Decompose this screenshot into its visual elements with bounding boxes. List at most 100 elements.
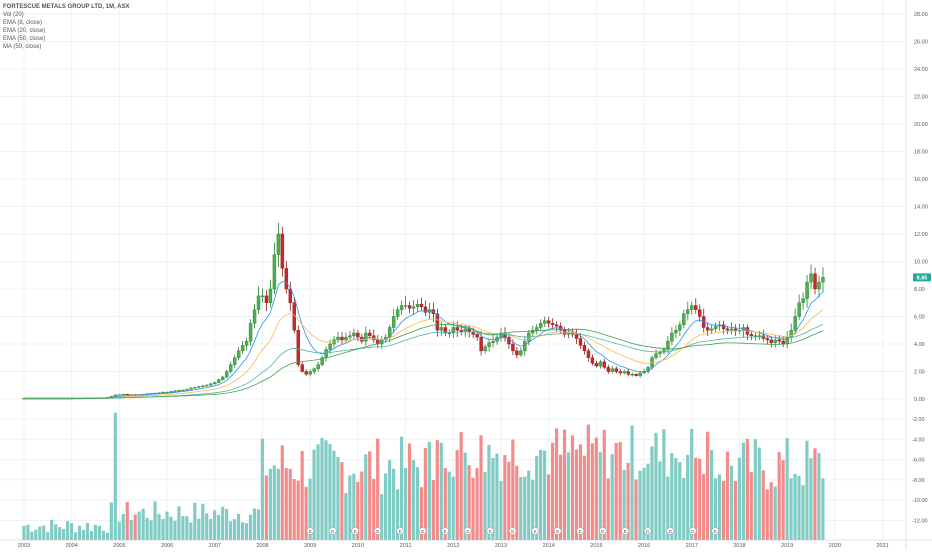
volume-bar[interactable]	[535, 455, 539, 540]
candle-body[interactable]	[324, 349, 328, 358]
candle-body[interactable]	[721, 324, 726, 330]
event-marker[interactable]	[441, 527, 450, 535]
volume-bar[interactable]	[38, 526, 42, 540]
volume-bar[interactable]	[173, 520, 177, 540]
volume-bar[interactable]	[399, 436, 404, 540]
candle-body[interactable]	[368, 332, 372, 336]
event-marker[interactable]	[666, 527, 675, 535]
volume-bar[interactable]	[777, 452, 781, 540]
candle-body[interactable]	[713, 325, 718, 330]
volume-bar[interactable]	[578, 444, 582, 540]
candle-body[interactable]	[694, 305, 698, 310]
volume-bar[interactable]	[225, 509, 229, 540]
candle-body[interactable]	[654, 353, 658, 358]
volume-bar[interactable]	[769, 482, 773, 540]
volume-bar[interactable]	[328, 444, 332, 540]
volume-bar[interactable]	[757, 447, 761, 540]
volume-bar[interactable]	[292, 479, 296, 540]
candle-body[interactable]	[336, 336, 340, 341]
volume-bar[interactable]	[626, 463, 630, 540]
candle-body[interactable]	[225, 371, 229, 378]
volume-bar[interactable]	[161, 518, 165, 540]
candle-body[interactable]	[487, 342, 491, 347]
volume-bar[interactable]	[586, 424, 590, 540]
volume-bar[interactable]	[197, 518, 201, 540]
volume-bar[interactable]	[813, 448, 817, 540]
volume-bar[interactable]	[729, 465, 734, 540]
candle-body[interactable]	[678, 324, 682, 331]
candle-body[interactable]	[201, 385, 205, 387]
volume-bar[interactable]	[642, 467, 646, 540]
volume-bar[interactable]	[809, 458, 813, 540]
volume-bar[interactable]	[288, 468, 292, 540]
legend-ma50[interactable]: MA (50, close)	[3, 44, 42, 50]
volume-bar[interactable]	[594, 437, 598, 540]
volume-bar[interactable]	[443, 468, 447, 540]
candle-body[interactable]	[606, 367, 611, 372]
volume-bar[interactable]	[46, 532, 50, 540]
candle-body[interactable]	[439, 327, 444, 331]
volume-bar[interactable]	[606, 478, 610, 540]
volume-bar[interactable]	[296, 480, 300, 540]
volume-bar[interactable]	[511, 439, 515, 540]
volume-bar[interactable]	[507, 461, 511, 540]
volume-bar[interactable]	[193, 502, 197, 540]
volume-bar[interactable]	[403, 467, 408, 540]
volume-bar[interactable]	[205, 513, 209, 540]
candle-body[interactable]	[666, 341, 670, 350]
candle-body[interactable]	[185, 389, 189, 391]
volume-bar[interactable]	[610, 454, 614, 540]
volume-bar[interactable]	[232, 519, 237, 540]
volume-bar[interactable]	[312, 449, 316, 540]
volume-bar[interactable]	[248, 514, 253, 540]
volume-bar[interactable]	[674, 457, 678, 540]
candle-body[interactable]	[304, 371, 308, 375]
candle-body[interactable]	[268, 288, 273, 303]
volume-bar[interactable]	[463, 452, 467, 540]
volume-bar[interactable]	[713, 478, 718, 540]
volume-bar[interactable]	[145, 517, 149, 540]
volume-bar[interactable]	[384, 473, 388, 540]
candle-body[interactable]	[391, 316, 396, 328]
candle-body[interactable]	[296, 330, 300, 365]
volume-bar[interactable]	[650, 446, 654, 540]
candle-body[interactable]	[228, 364, 233, 372]
volume-bar[interactable]	[89, 531, 94, 540]
candle-body[interactable]	[686, 309, 690, 314]
volume-bar[interactable]	[706, 431, 710, 540]
volume-bar[interactable]	[745, 439, 749, 540]
candle-body[interactable]	[252, 309, 257, 324]
candle-body[interactable]	[217, 379, 221, 383]
volume-bar[interactable]	[753, 439, 757, 540]
volume-bar[interactable]	[308, 478, 312, 540]
volume-bar[interactable]	[495, 453, 499, 540]
event-marker[interactable]	[373, 527, 382, 535]
legend-ema20[interactable]: EMA (20, close)	[3, 28, 46, 34]
candle-body[interactable]	[550, 323, 555, 325]
candle-body[interactable]	[276, 233, 281, 255]
volume-bar[interactable]	[614, 442, 618, 540]
volume-bar[interactable]	[336, 457, 340, 540]
candle-body[interactable]	[519, 350, 523, 356]
volume-bar[interactable]	[376, 438, 380, 540]
candle-body[interactable]	[773, 339, 777, 343]
volume-bar[interactable]	[320, 437, 324, 540]
event-marker[interactable]	[553, 527, 562, 535]
volume-bar[interactable]	[419, 487, 423, 540]
volume-bar[interactable]	[749, 472, 753, 540]
volume-bar[interactable]	[547, 474, 551, 540]
volume-bar[interactable]	[694, 457, 698, 540]
volume-bar[interactable]	[236, 513, 241, 540]
volume-bar[interactable]	[590, 443, 594, 540]
volume-bar[interactable]	[630, 425, 634, 540]
candle-body[interactable]	[328, 343, 332, 350]
volume-bar[interactable]	[678, 462, 682, 540]
volume-bar[interactable]	[304, 486, 308, 540]
volume-bar[interactable]	[487, 444, 491, 540]
candle-body[interactable]	[193, 387, 197, 389]
volume-bar[interactable]	[109, 502, 113, 540]
volume-bar[interactable]	[817, 453, 821, 540]
volume-bar[interactable]	[662, 429, 666, 540]
